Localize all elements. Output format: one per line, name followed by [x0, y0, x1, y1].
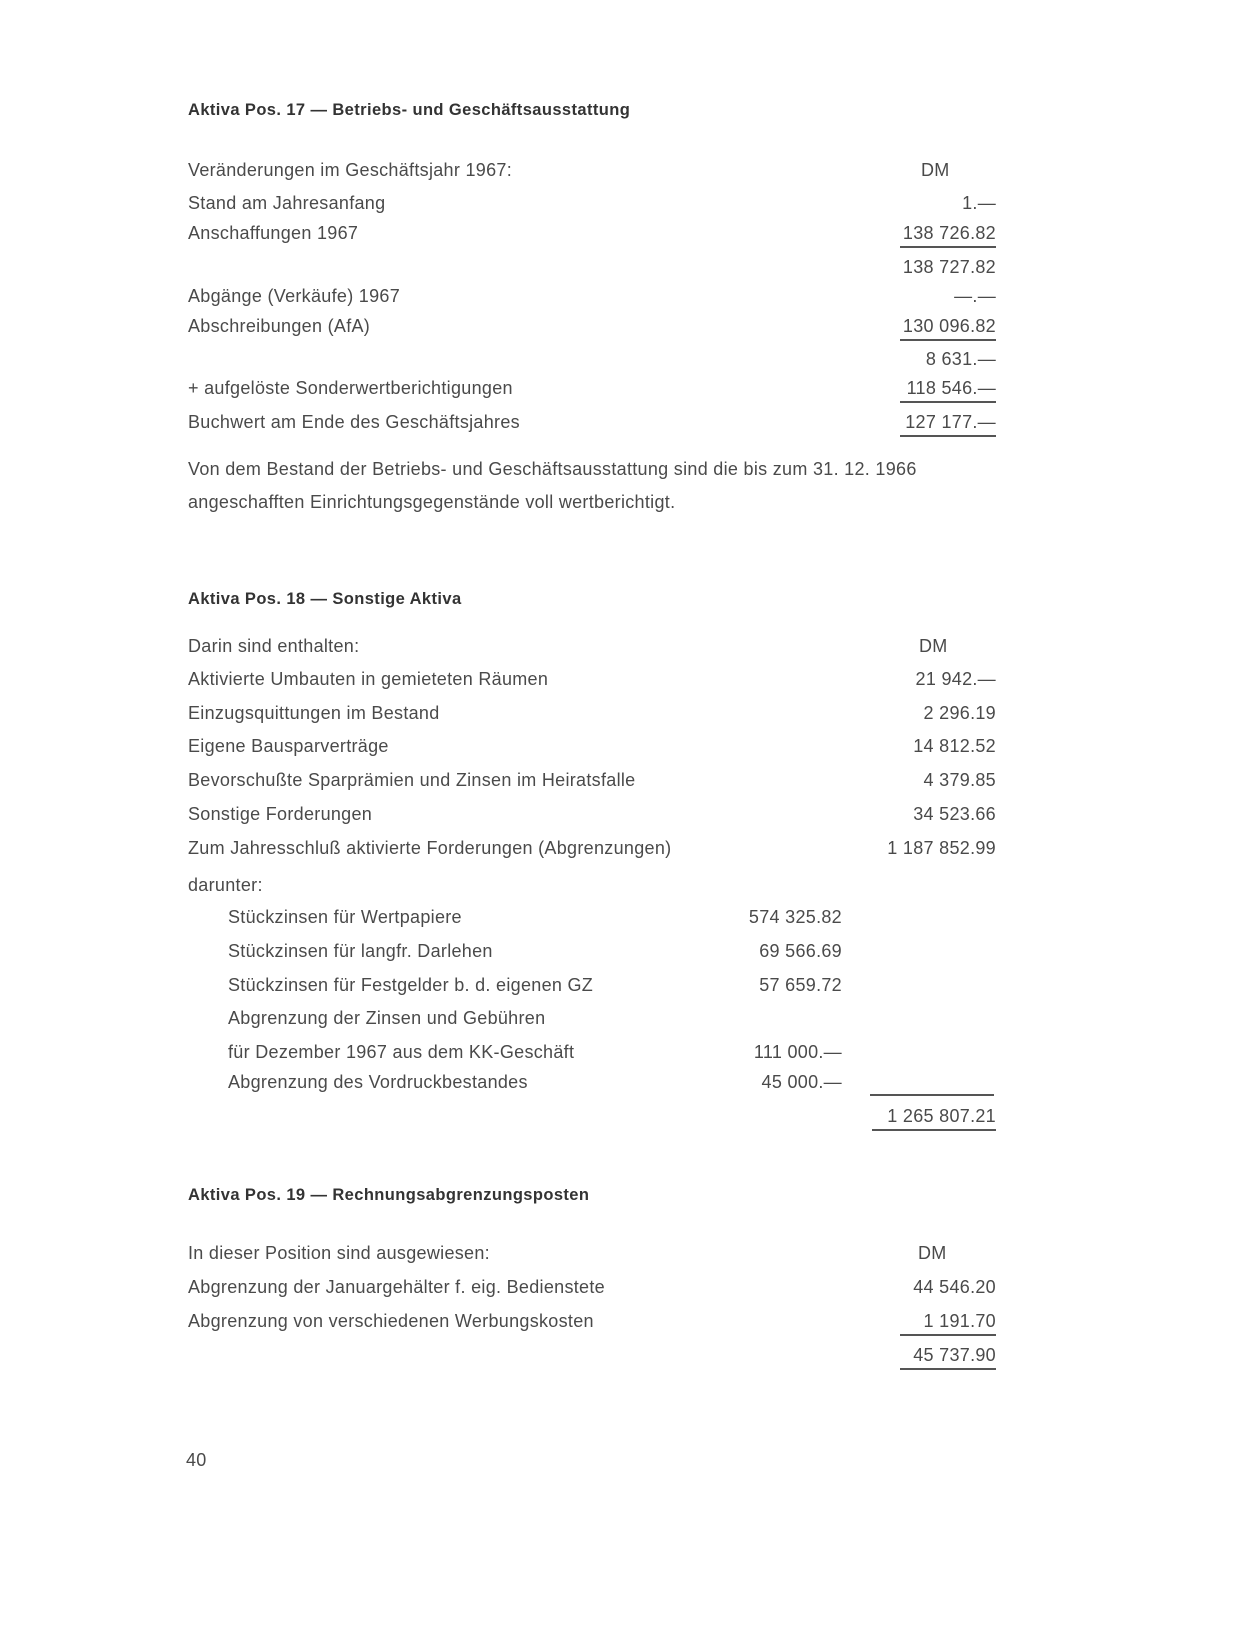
- pos18-sub-label: Abgrenzung des Vordruckbestandes: [228, 1072, 528, 1092]
- pos18-sub-amount: 574 325.82: [748, 907, 842, 927]
- pos18-sub-amount: 45 000.—: [761, 1072, 842, 1092]
- pos17-intro: Veränderungen im Geschäftsjahr 1967:: [188, 160, 512, 180]
- pos17-row-amount: 8 631.—: [925, 349, 996, 369]
- pos17-row-amount: —.—: [954, 286, 996, 306]
- pos17-row-label: Anschaffungen 1967: [188, 223, 359, 243]
- pos17-currency: DM: [921, 160, 950, 180]
- pos18-intro: Darin sind enthalten:: [188, 636, 360, 656]
- pos17-row-label: Buchwert am Ende des Geschäftsjahres: [188, 412, 520, 432]
- page-number: 40: [186, 1450, 207, 1470]
- section-title-pos19: Aktiva Pos. 19 — Rechnungsabgrenzungspos…: [188, 1186, 590, 1204]
- pos19-row-amount: 44 546.20: [913, 1277, 996, 1297]
- pos18-sub-label: Abgrenzung der Zinsen und Gebühren: [228, 1008, 546, 1028]
- pos19-row-label: Abgrenzung von verschiedenen Werbungskos…: [188, 1311, 594, 1331]
- sum-line: [870, 1094, 994, 1096]
- pos18-sub-amount: 69 566.69: [759, 941, 842, 961]
- pos19-intro: In dieser Position sind ausgewiesen:: [188, 1243, 490, 1263]
- pos17-row-label: Abgänge (Verkäufe) 1967: [188, 286, 401, 306]
- pos17-row-amount: 138 726.82: [900, 222, 996, 248]
- pos17-row-label: Abschreibungen (AfA): [188, 316, 371, 336]
- pos18-row-amount: 2 296.19: [923, 703, 996, 723]
- pos19-row-amount: 1 191.70: [900, 1310, 996, 1336]
- pos19-currency: DM: [918, 1243, 947, 1263]
- section-title-pos17: Aktiva Pos. 17 — Betriebs- und Geschäfts…: [188, 101, 631, 119]
- pos18-row-label: Bevorschußte Sparprämien und Zinsen im H…: [188, 770, 636, 790]
- pos19-total: 45 737.90: [900, 1344, 996, 1370]
- section-title-pos18: Aktiva Pos. 18 — Sonstige Aktiva: [188, 590, 462, 608]
- pos18-row-amount: 34 523.66: [913, 804, 996, 824]
- pos18-currency: DM: [919, 636, 948, 656]
- pos17-row-amount: 138 727.82: [902, 257, 996, 277]
- pos18-sub-intro: darunter:: [188, 875, 263, 895]
- pos18-row-amount: 14 812.52: [913, 736, 996, 756]
- pos18-row-amount: 1 187 852.99: [887, 838, 996, 858]
- pos17-row-label: + aufgelöste Sonderwertberichtigungen: [188, 378, 513, 398]
- pos18-sub-label: Stückzinsen für Festgelder b. d. eigenen…: [228, 975, 594, 995]
- pos18-row-label: Sonstige Forderungen: [188, 804, 373, 824]
- pos17-row-amount: 1.—: [962, 193, 996, 213]
- pos18-row-amount: 4 379.85: [923, 770, 996, 790]
- pos17-row-amount: 130 096.82: [900, 315, 996, 341]
- pos18-sub-amount: 57 659.72: [759, 975, 842, 995]
- pos18-sub-label: für Dezember 1967 aus dem KK-Geschäft: [228, 1042, 575, 1062]
- pos18-sub-label: Stückzinsen für langfr. Darlehen: [228, 941, 493, 961]
- pos18-row-amount: 21 942.—: [915, 669, 996, 689]
- pos18-row-label: Einzugsquittungen im Bestand: [188, 703, 440, 723]
- pos18-row-label: Eigene Bausparverträge: [188, 736, 389, 756]
- pos17-row-label: Stand am Jahresanfang: [188, 193, 386, 213]
- pos18-row-label: Aktivierte Umbauten in gemieteten Räumen: [188, 669, 549, 689]
- pos17-row-amount: 127 177.—: [900, 411, 996, 437]
- pos18-row-label: Zum Jahresschluß aktivierte Forderungen …: [188, 838, 672, 858]
- pos18-sub-label: Stückzinsen für Wertpapiere: [228, 907, 462, 927]
- pos18-total: 1 265 807.21: [872, 1105, 996, 1131]
- pos17-row-amount: 118 546.—: [900, 377, 996, 403]
- pos17-note: Von dem Bestand der Betriebs- und Geschä…: [188, 459, 917, 512]
- pos19-row-label: Abgrenzung der Januargehälter f. eig. Be…: [188, 1277, 605, 1297]
- pos18-sub-amount: 111 000.—: [753, 1042, 842, 1062]
